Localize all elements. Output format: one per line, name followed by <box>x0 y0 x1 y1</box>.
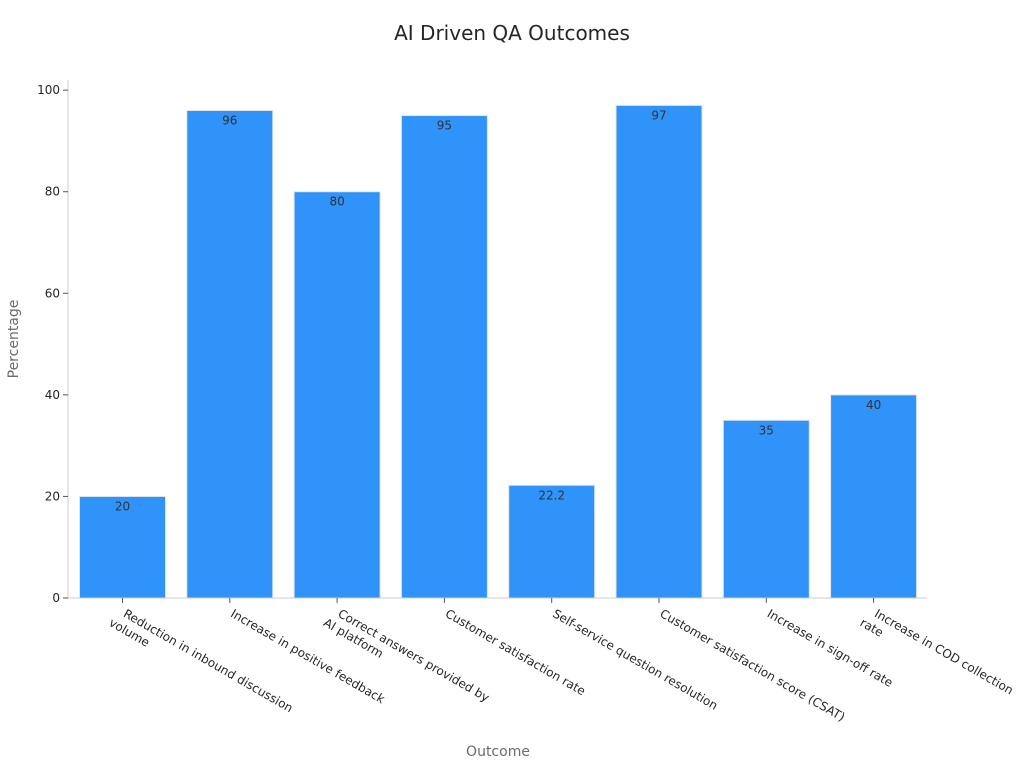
bar <box>79 495 166 599</box>
x-tick-label: Customer satisfaction score (CSAT) <box>658 606 848 724</box>
y-tick-label: 80 <box>45 185 60 199</box>
bar-value-label: 80 <box>329 195 344 209</box>
bar-value-label: 40 <box>866 398 881 412</box>
bar-value-label: 96 <box>222 113 237 127</box>
bars-group <box>79 104 918 599</box>
bar <box>722 419 810 599</box>
x-tick-label: Reduction in inbound discussionvolume <box>107 602 296 728</box>
x-tick-label: Increase in COD collectionrate <box>858 602 1016 710</box>
y-axis: 0 20 40 60 80 100 <box>37 80 69 605</box>
bar <box>186 109 274 599</box>
bar <box>830 394 918 599</box>
bar-value-label: 20 <box>115 499 130 513</box>
y-tick-label: 40 <box>45 388 60 402</box>
x-axis: Reduction in inbound discussionvolume Inc… <box>68 597 1016 728</box>
y-tick-label: 20 <box>45 489 60 503</box>
bar-value-label: 95 <box>437 119 452 133</box>
y-axis-title: Percentage <box>6 300 22 379</box>
data-labels-group: 20 96 80 95 22.2 97 35 40 <box>115 108 881 513</box>
bar-value-label: 22.2 <box>538 488 565 502</box>
bar <box>293 191 381 599</box>
bar <box>400 115 488 599</box>
bar <box>615 104 703 599</box>
y-tick-label: 0 <box>52 591 60 605</box>
x-tick-label: Self-service question resolution <box>550 606 720 712</box>
bar-value-label: 35 <box>759 423 774 437</box>
chart-title: AI Driven QA Outcomes <box>394 21 630 45</box>
bar <box>508 484 596 599</box>
bar-value-label: 97 <box>651 108 666 122</box>
y-tick-label: 60 <box>45 286 60 300</box>
y-tick-label: 100 <box>37 83 60 97</box>
x-axis-title: Outcome <box>466 744 530 760</box>
